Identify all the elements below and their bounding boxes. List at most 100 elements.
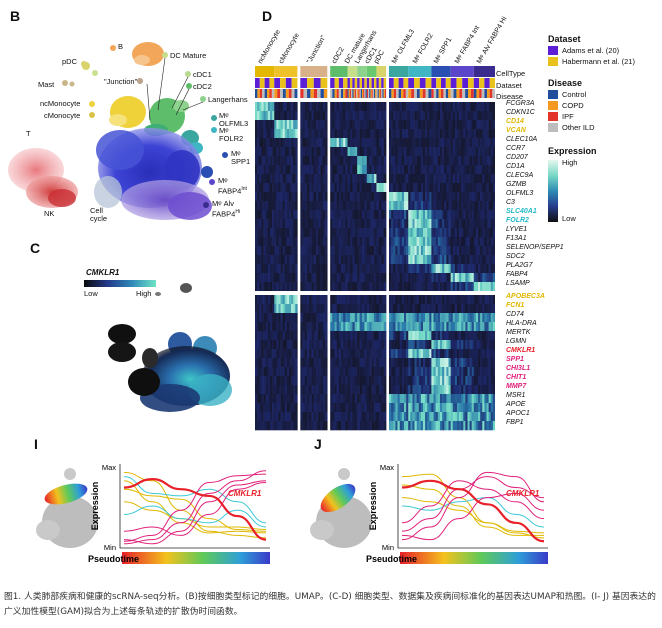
- umap-trajectory-i: [36, 468, 98, 548]
- rowlabel-disease: Disease: [496, 92, 524, 101]
- panel-letter-c: C: [30, 240, 41, 256]
- gene-label: FCGR3A: [506, 100, 535, 107]
- label-nk: NK: [44, 209, 55, 218]
- series-line-magenta-4: [401, 492, 545, 541]
- gene-label: HLA-DRA: [506, 320, 537, 327]
- gene-label: CD207: [506, 154, 528, 161]
- label-cdc1: cDC1: [193, 70, 212, 79]
- gene-label: LYVE1: [506, 226, 528, 233]
- heatmap-column-header: cMonocyte: [277, 32, 301, 65]
- label-fabp4-int: Mᵠ FABP4Int: [218, 176, 247, 196]
- series-line-cmklr1: [123, 478, 267, 541]
- label-cmonocyte: cMonocyte: [44, 111, 81, 120]
- label-pdc: pDC: [62, 57, 78, 66]
- panel-letter-d: D: [262, 8, 273, 24]
- rowlabel-celltype: CellType: [496, 69, 526, 78]
- label-langerhans: Langerhans: [208, 95, 248, 104]
- legend-expression-title: Expression: [548, 146, 597, 156]
- umap-cmklr1: [108, 283, 232, 412]
- series-line-magenta-4: [123, 481, 267, 536]
- legend-dataset-adams: Adams et al. (20): [548, 46, 619, 55]
- heatmap-column-header: Mᵠ FOLR2: [411, 32, 435, 65]
- heatmap-column-header: cDC2: [330, 46, 346, 65]
- chart-i: Max Min Expression Pseudotime CMKLR1: [88, 463, 270, 564]
- legend-dataset-habermann: Habermann et al. (21): [548, 57, 635, 66]
- gene-label: FCN1: [506, 302, 525, 309]
- gene-label: APOBEC3A: [506, 293, 545, 300]
- series-line-magenta-1: [401, 476, 545, 532]
- gene-label: CHI3L1: [506, 365, 531, 372]
- y-axis-label: Expression: [368, 482, 378, 531]
- legend-disease-title: Disease: [548, 78, 583, 88]
- heatmap-column-header: Mᵠ Alv FABP4 Hi: [476, 15, 509, 65]
- series-line-yellow-3: [401, 497, 545, 534]
- y-tick-min: Min: [104, 543, 116, 552]
- heatmap-column-header: "Junction": [305, 34, 328, 65]
- gene-label: PLA2G7: [506, 262, 533, 269]
- legend-disease-other-ild: Other ILD: [548, 123, 595, 132]
- label-b: B: [118, 42, 124, 51]
- gene-label: CD14: [506, 118, 524, 125]
- gene-label: F13A1: [506, 235, 527, 242]
- x-axis-label: Pseudotime: [366, 554, 417, 564]
- cluster-spp1: [201, 166, 213, 178]
- gene-label: FABP4: [506, 271, 528, 278]
- umap-cell-types: [8, 42, 228, 220]
- gene-label: APOC1: [506, 410, 530, 417]
- legend-disease-ipf: IPF: [548, 112, 574, 121]
- label-folr2: Mᵠ FOLR2: [219, 126, 244, 143]
- gene-label: VCAN: [506, 127, 526, 134]
- highlight-label: CMKLR1: [228, 489, 262, 498]
- gene-label: LGMN: [506, 338, 527, 345]
- gene-label: LSAMP: [506, 280, 530, 287]
- label-olfml3: Mᵠ OLFML3: [219, 111, 249, 128]
- gene-label: MMP7: [506, 383, 527, 390]
- legend-dataset-title: Dataset: [548, 34, 581, 44]
- label-cell-cycle: Cell cycle: [90, 206, 108, 223]
- series-line-magenta-2: [123, 473, 267, 542]
- cluster-cellcycle: [94, 176, 122, 208]
- gene-label: CHIT1: [506, 374, 527, 381]
- gene-label: MERTK: [506, 329, 531, 336]
- series-line-cyan-1: [401, 497, 545, 528]
- cmklr1-low: Low: [84, 289, 98, 298]
- figure-caption: 图1. 人类肺部疾病和健康的scRNA-seq分析。(B)按细胞类型标记的细胞。…: [4, 592, 656, 617]
- gene-label: C3: [506, 199, 515, 206]
- gene-label: MSR1: [506, 392, 526, 399]
- series-line-cmklr1: [401, 479, 545, 543]
- umap-trajectory-j: [310, 468, 372, 548]
- legend-disease-control: Control: [548, 90, 586, 99]
- gene-label: FBP1: [506, 419, 524, 426]
- cluster-mast: [69, 81, 75, 87]
- label-cdc2: cDC2: [193, 82, 212, 91]
- gene-label: SELENOP/SEPP1: [506, 244, 564, 251]
- pseudotime-bar: [400, 552, 548, 564]
- series-line-yellow-1: [401, 473, 545, 539]
- cmklr1-colorbar: [84, 280, 156, 287]
- chart-axes: [397, 464, 548, 549]
- rowlabel-dataset: Dataset: [496, 81, 522, 90]
- y-axis-label: Expression: [90, 482, 100, 531]
- label-junction: "Junction": [104, 77, 138, 86]
- legend-expression-low: Low: [562, 214, 576, 223]
- series-line-yellow-4: [123, 501, 267, 531]
- series-line-cyan-2: [123, 505, 267, 528]
- y-tick-max: Max: [380, 463, 394, 472]
- panel-letter-j: J: [314, 436, 322, 452]
- legend-expression-colorbar: [548, 160, 558, 222]
- gene-label: APOE: [506, 401, 526, 408]
- legend-expression-high: High: [562, 158, 578, 167]
- gene-label: CMKLR1: [506, 347, 536, 354]
- gene-label: FOLR2: [506, 217, 529, 224]
- heatmap-grid: [255, 66, 495, 432]
- gene-label: CD74: [506, 311, 524, 318]
- label-ncmonocyte: ncMonocyte: [40, 99, 81, 108]
- pseudotime-bar: [122, 552, 270, 564]
- gene-label: CLEC9A: [506, 172, 534, 179]
- gene-label: CCR7: [506, 145, 526, 152]
- series-line-magenta-1: [123, 470, 267, 545]
- series-line-magenta-3: [123, 480, 267, 545]
- gene-label: CDKN1C: [506, 109, 535, 116]
- cmklr1-high: High: [136, 289, 152, 298]
- gene-label: SDC2: [506, 253, 525, 260]
